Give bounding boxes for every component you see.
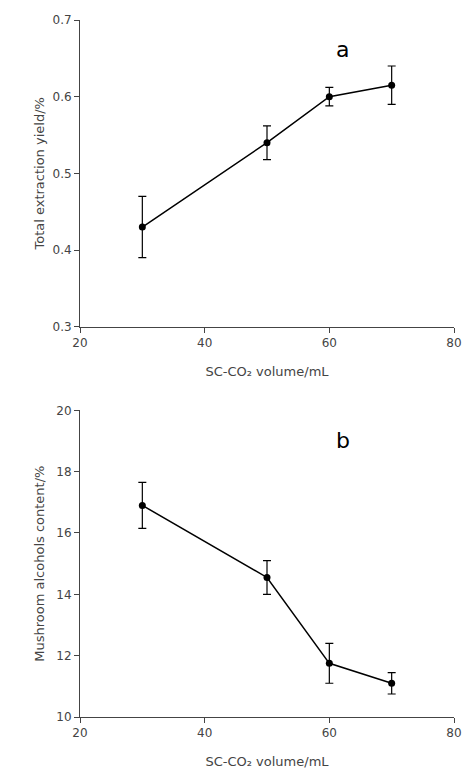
svg-text:80: 80 [446,336,461,350]
svg-text:20: 20 [56,404,71,418]
svg-text:60: 60 [322,336,337,350]
svg-text:Mushroom alcohols content/%: Mushroom alcohols content/% [32,466,47,662]
svg-text:16: 16 [56,526,71,540]
svg-text:SC-CO₂ volume/mL: SC-CO₂ volume/mL [205,364,329,379]
svg-text:40: 40 [197,726,212,740]
svg-text:80: 80 [446,726,461,740]
svg-text:20: 20 [72,726,87,740]
svg-text:SC-CO₂ volume/mL: SC-CO₂ volume/mL [205,754,329,769]
svg-text:0.3: 0.3 [53,320,72,334]
svg-text:40: 40 [197,336,212,350]
svg-text:60: 60 [322,726,337,740]
svg-text:12: 12 [56,649,71,663]
svg-text:b: b [336,428,350,453]
svg-text:0.5: 0.5 [53,167,72,181]
svg-text:14: 14 [56,588,71,602]
svg-text:18: 18 [56,465,71,479]
svg-text:0.7: 0.7 [53,13,72,27]
svg-text:a: a [336,37,349,62]
svg-text:0.4: 0.4 [53,243,72,257]
svg-text:10: 10 [56,710,71,724]
svg-text:20: 20 [72,336,87,350]
svg-text:0.6: 0.6 [53,90,72,104]
svg-text:Total extraction yield/%: Total extraction yield/% [32,97,47,250]
